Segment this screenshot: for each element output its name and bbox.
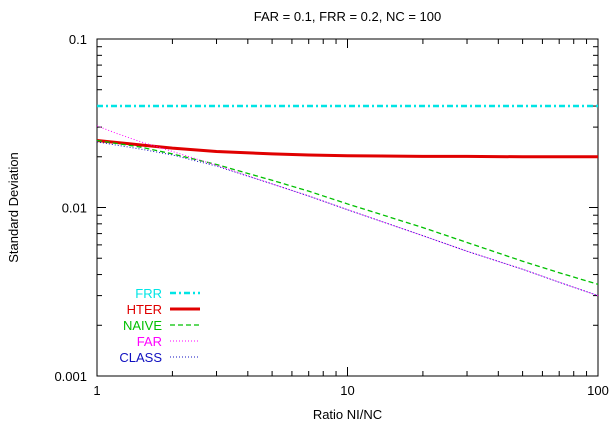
legend-label-frr: FRR (135, 286, 162, 301)
legend-label-class: CLASS (119, 350, 162, 365)
x-tick-label: 10 (340, 383, 354, 398)
x-tick-label: 1 (93, 383, 100, 398)
y-tick-label: 0.001 (54, 369, 87, 384)
series-line-far (96, 125, 599, 297)
series-line-hter (96, 138, 598, 159)
x-tick-label: 100 (587, 383, 609, 398)
axis-ticks: 1 10 100 0.001 0.01 0.1 (54, 32, 608, 398)
x-axis-label: Ratio NI/NC (313, 407, 382, 422)
series-line-naive (96, 139, 599, 285)
series-line-class (96, 141, 599, 297)
legend-label-far: FAR (137, 334, 162, 349)
chart-title: FAR = 0.1, FRR = 0.2, NC = 100 (254, 9, 442, 24)
y-tick-label: 0.01 (62, 201, 87, 216)
legend-label-naive: NAIVE (123, 318, 162, 333)
y-tick-label: 0.1 (69, 32, 87, 47)
series-lines (96, 104, 599, 297)
y-axis-label: Standard Deviation (6, 152, 21, 263)
legend-label-hter: HTER (127, 302, 162, 317)
